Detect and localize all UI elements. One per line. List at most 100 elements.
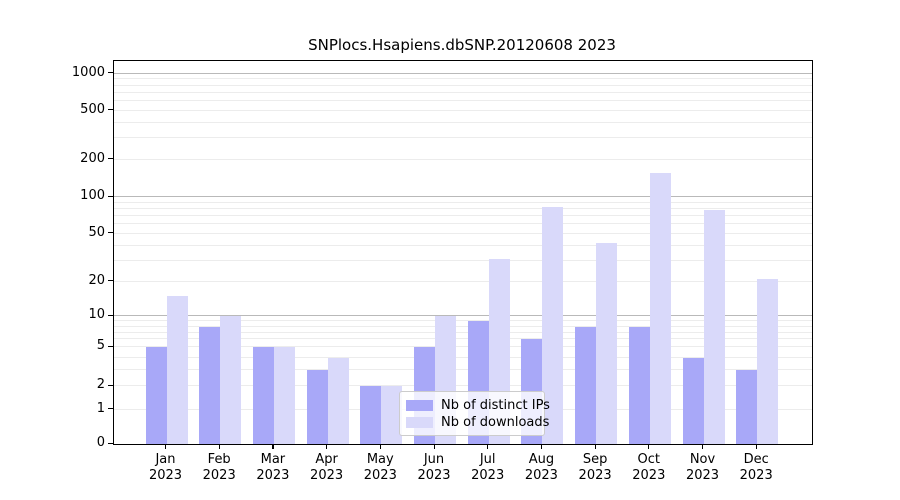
- y-tick-label-1000: 1000: [71, 64, 105, 80]
- y-tick-label-500: 500: [80, 101, 105, 117]
- bar-nb-of-distinct-ips-feb: [199, 326, 221, 444]
- x-tick-month-aug: Aug: [528, 452, 555, 467]
- bar-nb-of-downloads-apr: [327, 357, 349, 444]
- x-tick-year-jan: 2023: [148, 468, 183, 483]
- gridline-30: [114, 259, 812, 261]
- y-tick-mark-2: [108, 384, 113, 386]
- x-tick-month-may: May: [366, 452, 394, 467]
- gridline-5: [114, 346, 812, 348]
- y-tick-mark-10: [108, 314, 113, 316]
- bar-nb-of-distinct-ips-nov: [682, 357, 704, 444]
- y-tick-label-10: 10: [88, 307, 105, 323]
- bar-nb-of-distinct-ips-apr: [306, 370, 328, 444]
- bar-nb-of-downloads-dec: [757, 279, 779, 444]
- gridline-1000: [114, 72, 812, 74]
- gridline-500: [114, 109, 812, 111]
- gridline-70: [114, 215, 812, 217]
- bar-nb-of-downloads-may: [381, 386, 403, 444]
- x-tick-label-jan: Jan 2023: [131, 452, 201, 484]
- y-tick-label-5: 5: [96, 338, 105, 354]
- gridline-700: [114, 91, 812, 93]
- x-tick-year-nov: 2023: [685, 468, 720, 483]
- x-tick-month-nov: Nov: [689, 452, 716, 467]
- bar-nb-of-distinct-ips-dec: [736, 370, 758, 444]
- bar-nb-of-downloads-oct: [649, 172, 671, 444]
- x-tick-mark-oct: [648, 444, 650, 449]
- x-tick-year-aug: 2023: [524, 468, 558, 483]
- x-tick-label-oct: Oct 2023: [614, 452, 684, 484]
- gridline-200: [114, 158, 812, 160]
- y-tick-label-20: 20: [88, 272, 105, 288]
- chart-title: SNPlocs.Hsapiens.dbSNP.20120608 2023: [308, 36, 616, 54]
- gridline-90: [114, 201, 812, 203]
- x-tick-label-nov: Nov 2023: [668, 452, 738, 484]
- x-tick-month-jan: Jan: [155, 452, 176, 467]
- x-tick-mark-mar: [272, 444, 274, 449]
- x-tick-label-may: May 2023: [345, 452, 415, 484]
- x-tick-mark-sep: [594, 444, 596, 449]
- plot-area: [113, 60, 813, 445]
- gridline-900: [114, 78, 812, 80]
- gridline-4: [114, 356, 812, 358]
- gridline-300: [114, 137, 812, 138]
- gridline-6: [114, 338, 812, 340]
- x-tick-year-mar: 2023: [256, 468, 290, 483]
- y-tick-mark-1000: [108, 72, 113, 74]
- bar-nb-of-downloads-jan: [166, 296, 188, 444]
- legend-swatch-nb-of-downloads: [406, 417, 433, 428]
- x-tick-label-feb: Feb 2023: [184, 452, 254, 484]
- x-tick-month-apr: Apr: [315, 452, 338, 467]
- gridline-9: [114, 320, 812, 322]
- bar-nb-of-distinct-ips-jan: [145, 347, 167, 444]
- bar-nb-of-downloads-sep: [596, 243, 618, 444]
- bar-nb-of-distinct-ips-oct: [628, 326, 650, 444]
- gridline-800: [114, 84, 812, 86]
- x-tick-month-sep: Sep: [582, 452, 608, 467]
- x-tick-year-sep: 2023: [578, 468, 612, 483]
- x-tick-mark-aug: [540, 444, 543, 449]
- legend-item-nb-of-distinct-ips: Nb of distinct IPs: [406, 398, 550, 413]
- x-tick-mark-feb: [218, 444, 220, 449]
- x-tick-year-dec: 2023: [739, 468, 773, 483]
- x-tick-month-dec: Dec: [743, 452, 769, 467]
- bar-nb-of-distinct-ips-may: [360, 386, 382, 444]
- legend: Nb of distinct IPs Nb of downloads: [399, 391, 550, 436]
- x-tick-label-jul: Jul 2023: [453, 452, 523, 484]
- x-tick-mark-jan: [165, 444, 167, 449]
- bar-nb-of-distinct-ips-sep: [575, 326, 597, 444]
- x-tick-label-jun: Jun 2023: [399, 452, 469, 484]
- y-tick-label-2: 2: [96, 377, 105, 393]
- y-tick-mark-1: [108, 408, 113, 410]
- bar-nb-of-downloads-mar: [273, 347, 295, 444]
- x-tick-year-feb: 2023: [202, 468, 236, 483]
- x-tick-mark-may: [379, 444, 381, 449]
- y-tick-mark-500: [108, 109, 113, 111]
- y-tick-label-200: 200: [80, 150, 105, 166]
- x-tick-month-jun: Jun: [423, 452, 445, 467]
- gridline-20: [114, 280, 812, 282]
- x-tick-year-jun: 2023: [417, 468, 451, 483]
- y-tick-label-0: 0: [96, 435, 105, 450]
- x-tick-mark-nov: [702, 444, 704, 449]
- y-tick-mark-0: [108, 442, 113, 444]
- y-tick-mark-100: [108, 195, 113, 197]
- gridline-80: [114, 208, 812, 209]
- x-tick-year-jul: 2023: [471, 468, 505, 483]
- y-tick-mark-5: [108, 345, 113, 347]
- x-tick-year-apr: 2023: [310, 468, 344, 483]
- gridline-400: [114, 121, 812, 123]
- x-tick-mark-jul: [487, 444, 489, 449]
- bar-nb-of-downloads-feb: [220, 316, 242, 444]
- bar-nb-of-distinct-ips-mar: [252, 347, 274, 444]
- y-tick-label-1: 1: [96, 400, 105, 416]
- x-tick-label-aug: Aug 2023: [506, 452, 576, 484]
- gridline-60: [114, 223, 812, 225]
- x-tick-month-jul: Jul: [479, 452, 496, 467]
- x-tick-label-mar: Mar 2023: [238, 452, 308, 484]
- gridline-3: [114, 369, 812, 370]
- bar-nb-of-downloads-aug: [542, 207, 564, 444]
- x-tick-label-apr: Apr 2023: [292, 452, 362, 484]
- x-tick-month-feb: Feb: [207, 452, 231, 467]
- y-tick-mark-20: [108, 280, 113, 282]
